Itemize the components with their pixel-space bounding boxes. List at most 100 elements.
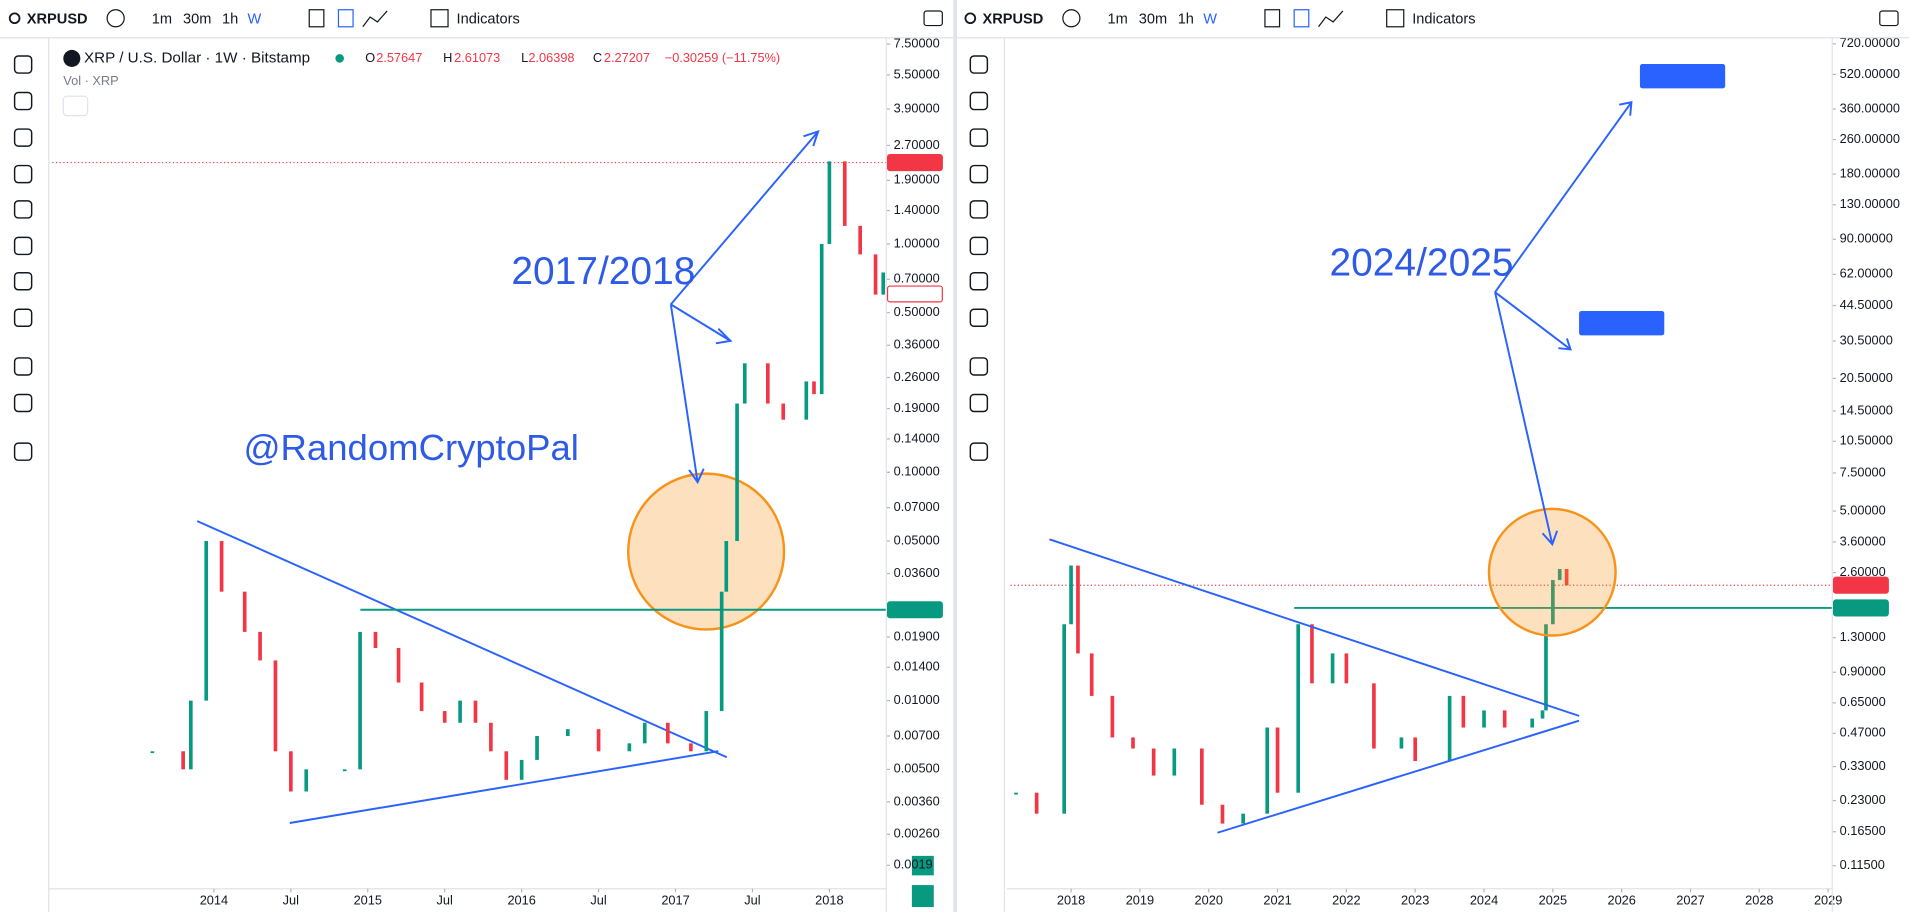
y-tick-label: 5.00000 [1840,502,1886,517]
candle [242,591,247,632]
y-tick-label: 1.30000 [1840,629,1886,644]
chart-type[interactable] [308,9,325,28]
annotation: 2017/2018 [511,250,695,293]
indicators[interactable]: Indicators [1412,11,1475,27]
chart-type[interactable] [1293,9,1310,28]
candle [342,769,347,772]
search-icon[interactable] [8,12,21,25]
chart-type[interactable] [362,10,388,28]
scale-button[interactable] [911,885,934,908]
legend-value: C [593,50,602,65]
collapse[interactable] [62,95,89,117]
candle [1461,695,1466,728]
symbol[interactable]: XRPUSD [27,11,88,27]
x-tick-label: 2024 [1470,892,1498,907]
indicators[interactable]: Indicators [457,11,520,27]
snapshot[interactable] [923,10,943,27]
y-tick-label: 0.00500 [894,761,940,776]
candle [781,403,786,420]
x-tick-label: 2014 [200,892,228,907]
interval[interactable]: 30m [183,11,211,27]
tool-icon[interactable] [13,128,33,147]
interval[interactable]: 1m [1107,11,1127,27]
tool-icon[interactable] [13,357,33,376]
candle [1540,710,1545,719]
interval[interactable]: W [1203,11,1217,27]
chart-type[interactable] [1264,9,1281,28]
candle [1275,727,1280,793]
y-tick-label: 2.60000 [1840,564,1886,579]
tool-icon[interactable] [13,55,33,74]
x-tick-label: 2029 [1814,892,1842,907]
drawings-right [1049,101,1633,834]
tool-icon[interactable] [969,91,989,111]
tool-icon[interactable] [13,442,33,461]
add-symbol[interactable] [106,9,125,28]
interval[interactable]: 30m [1139,11,1167,27]
y-tick-label: 0.36000 [894,337,940,352]
interval[interactable]: 1h [1178,11,1194,27]
chart-type[interactable] [1318,10,1344,28]
y-tick-label: 0.33000 [1840,758,1886,773]
x-tick-label: 2028 [1745,892,1773,907]
x-tick-label: 2019 [1126,892,1154,907]
interval[interactable]: W [248,11,262,27]
x-tick-label: 2016 [507,892,535,907]
candle [1544,624,1548,711]
tool-icon[interactable] [969,164,989,184]
add-symbol[interactable] [1062,9,1081,28]
candle [1172,748,1177,776]
tool-icon[interactable] [13,164,33,184]
tool-icon[interactable] [13,271,33,291]
tool-icon[interactable] [969,128,989,147]
indicators-icon[interactable] [1386,9,1405,28]
candle [819,243,824,395]
candle [396,648,401,683]
y-tick-label: 0.70000 [894,271,940,286]
chart-type[interactable] [337,9,354,28]
y-tick-label: 0.01400 [894,659,940,674]
y-tick-label: 0.05000 [894,532,940,547]
interval[interactable]: 1h [222,11,238,27]
candle [804,381,809,420]
indicators-icon[interactable] [430,9,449,28]
x-tick-label: 2026 [1607,892,1635,907]
tool-icon[interactable] [969,236,989,256]
candle [858,225,862,255]
symbol[interactable]: XRPUSD [982,11,1043,27]
tool-icon[interactable] [969,308,989,328]
candle [189,700,193,770]
tool-icon[interactable] [13,393,33,413]
search-icon[interactable] [964,12,977,25]
y-tick-label: 5.50000 [894,66,940,81]
tool-icon[interactable] [13,308,33,328]
tool-icon[interactable] [969,357,989,376]
candle [473,700,478,723]
candle [1220,804,1225,824]
tool-icon[interactable] [969,55,989,74]
candle [273,660,278,752]
tool-icon[interactable] [969,393,989,413]
candle [689,743,693,752]
scale-button[interactable] [911,855,934,876]
y-tick-label: 520.00000 [1840,66,1900,81]
x-tick-label: 2015 [354,892,382,907]
tool-icon[interactable] [13,236,33,256]
tool-icon[interactable] [969,271,989,291]
candle [204,541,209,701]
candle [304,769,309,792]
snapshot[interactable] [1879,10,1899,27]
interval[interactable]: 1m [152,11,172,27]
legend-title: XRP / U.S. Dollar · 1W · Bitstamp [84,49,310,66]
x-tick-label: 2017 [661,892,689,907]
panel-divider [953,0,957,912]
tool-icon[interactable] [13,91,33,111]
candle [1296,624,1301,793]
legend-value: 2.27207 [604,50,650,65]
price-label-box [886,601,943,619]
y-tick-label: 0.50000 [894,304,940,319]
tool-icon[interactable] [13,200,33,219]
tool-icon[interactable] [969,442,989,461]
x-tick-label: 2027 [1676,892,1704,907]
tool-icon[interactable] [969,200,989,219]
